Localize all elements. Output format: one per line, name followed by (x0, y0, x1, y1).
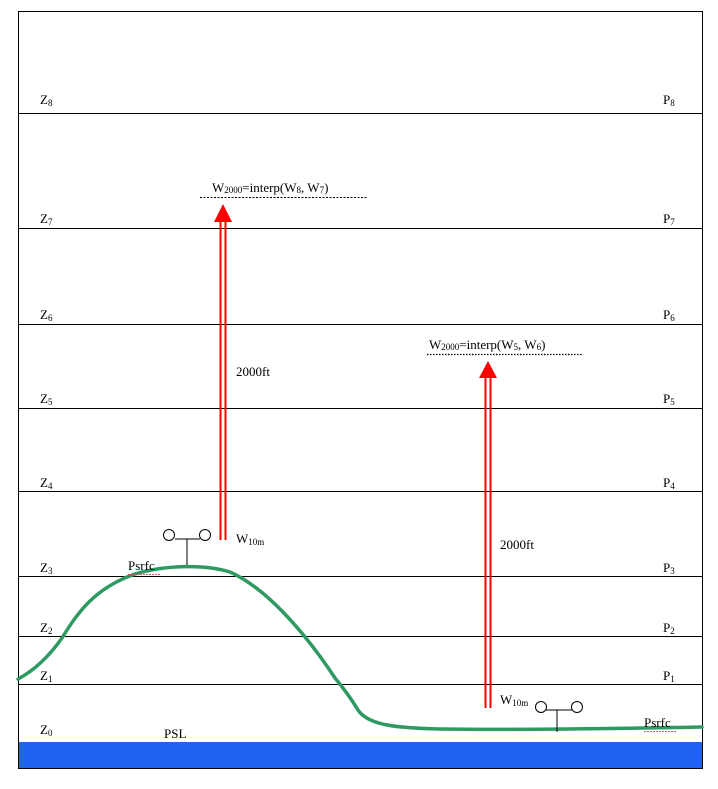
arrowhead-icon (479, 361, 497, 378)
level-lines (18, 113, 702, 685)
p-label-1: P1 (663, 668, 675, 684)
interp-formula-right: W2000=interp(W5, W6) (429, 337, 545, 352)
anemometer-cup-icon (163, 529, 175, 541)
z-label-0: Z0 (40, 722, 53, 738)
z-label-6: Z6 (40, 307, 53, 323)
interp-formula-left: W2000=interp(W8, W7) (212, 180, 328, 195)
p-label-5: P5 (663, 391, 675, 407)
diagram-frame (18, 11, 703, 769)
w10m-label-left: W10m (236, 531, 264, 547)
arrowhead-icon (214, 204, 232, 222)
p-label-8: P8 (663, 92, 675, 108)
z-label-4: Z4 (40, 475, 53, 491)
p-label-4: P4 (663, 475, 675, 491)
anemometer-cup-icon (199, 529, 211, 541)
sea-surface (19, 742, 702, 768)
psl-label: PSL (164, 726, 186, 741)
arrow-right (479, 361, 497, 708)
z-label-3: Z3 (40, 560, 53, 576)
z-label-5: Z5 (40, 391, 53, 407)
anemometer-left (163, 529, 211, 565)
w10m-label-right: W10m (500, 692, 528, 708)
p-label-2: P2 (663, 620, 675, 636)
anemometer-cup-icon (535, 701, 547, 713)
terrain-surface (16, 564, 704, 732)
psrfc-label-right: Psrfc (644, 715, 671, 730)
z-label-8: Z8 (40, 92, 53, 108)
arrow-label-right: 2000ft (500, 537, 534, 552)
anemometer-cup-icon (571, 701, 583, 713)
p-label-3: P3 (663, 560, 675, 576)
arrow-left (214, 204, 232, 540)
arrow-label-left: 2000ft (236, 364, 270, 379)
p-label-6: P6 (663, 307, 675, 323)
psrfc-label-left: Psrfc (128, 558, 155, 573)
p-label-7: P7 (663, 211, 675, 227)
anemometer-right (535, 701, 583, 732)
z-label-7: Z7 (40, 211, 53, 227)
z-label-2: Z2 (40, 620, 52, 636)
z-label-1: Z1 (40, 668, 52, 684)
